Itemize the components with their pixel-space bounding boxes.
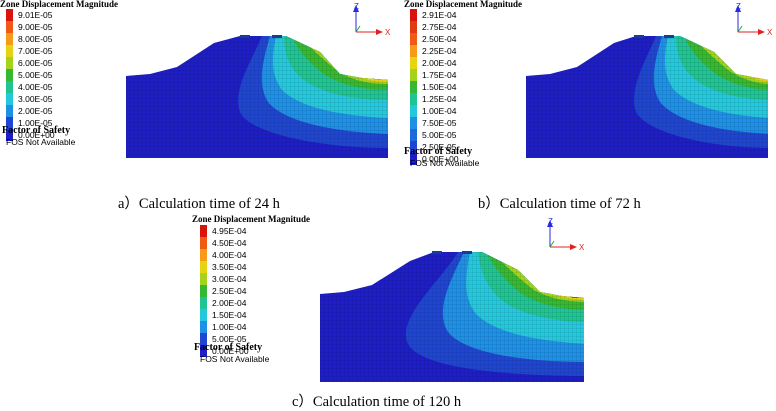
legend-swatch — [410, 129, 417, 141]
legend-swatch — [200, 333, 207, 345]
caption: b）Calculation time of 72 h — [478, 196, 641, 212]
legend-label: 4.00E-05 — [18, 82, 53, 92]
axis-triad: Z X — [353, 2, 391, 37]
legend-swatch — [6, 21, 13, 33]
legend-label: 0.00E+00 — [18, 130, 55, 140]
legend-label: 2.25E-04 — [422, 46, 457, 56]
legend-label: 2.50E-04 — [212, 286, 247, 296]
axis-x-label: X — [767, 28, 773, 37]
legend-label: 1.00E-04 — [422, 106, 457, 116]
legend-swatch — [410, 45, 417, 57]
legend-swatch — [200, 273, 207, 285]
legend-swatch — [410, 93, 417, 105]
legend-swatch — [6, 57, 13, 69]
legend-swatch — [410, 117, 417, 129]
fos-status: FOS Not Available — [6, 137, 76, 147]
axis-x-label: X — [579, 243, 585, 252]
legend-label: 4.00E-04 — [212, 250, 247, 260]
legend-swatch — [200, 225, 207, 237]
legend-label: 0.00E+00 — [422, 154, 459, 164]
legend-swatch — [410, 9, 417, 21]
panel-c: Zone Displacement Magnitude 4.95E-04 4.5… — [190, 212, 610, 410]
legend-swatch — [410, 141, 417, 153]
legend-label: 7.00E-05 — [18, 46, 53, 56]
legend-title: Zone Displacement Magnitude — [404, 0, 522, 9]
legend-label: 9.00E-05 — [18, 22, 53, 32]
legend-swatch — [410, 105, 417, 117]
slope-model — [526, 35, 768, 158]
axis-z-label: Z — [548, 217, 553, 226]
legend-swatch — [6, 129, 13, 141]
fos-title: Factor of Safety — [404, 146, 473, 157]
axis-triad: Z X — [735, 2, 773, 37]
legend-swatch — [410, 153, 417, 165]
legend-swatch — [410, 33, 417, 45]
legend-label: 2.50E-05 — [422, 142, 457, 152]
legend-swatch — [6, 33, 13, 45]
legend-swatch — [200, 321, 207, 333]
caption: a）Calculation time of 24 h — [118, 196, 280, 212]
axis-z-label: Z — [354, 2, 359, 11]
fos-status: FOS Not Available — [410, 158, 480, 168]
panel-a: Zone Displacement Magnitude 9.01E-05 9.0… — [0, 0, 400, 212]
legend-label: 2.00E-05 — [18, 106, 53, 116]
axis-z-label: Z — [736, 2, 741, 11]
legend-label: 1.00E-04 — [212, 322, 247, 332]
legend-label: 5.00E-05 — [212, 334, 247, 344]
legend-swatch — [200, 237, 207, 249]
legend-label: 6.00E-05 — [18, 58, 53, 68]
axis-x-label: X — [385, 28, 391, 37]
legend-swatch — [200, 249, 207, 261]
legend-swatch — [410, 81, 417, 93]
legend-label: 7.50E-05 — [422, 118, 457, 128]
legend-swatch — [410, 69, 417, 81]
legend-label: 3.50E-04 — [212, 262, 247, 272]
legend-label: 2.50E-04 — [422, 34, 457, 44]
legend-swatch — [200, 345, 207, 357]
fos-status: FOS Not Available — [200, 354, 270, 364]
legend-label: 2.00E-04 — [212, 298, 247, 308]
legend-swatch — [410, 21, 417, 33]
legend-label: 2.91E-04 — [422, 10, 457, 20]
legend-label: 5.00E-05 — [18, 70, 53, 80]
legend-swatch — [6, 81, 13, 93]
legend-label: 3.00E-04 — [212, 274, 247, 284]
legend-swatch — [6, 45, 13, 57]
legend-swatch — [6, 117, 13, 129]
legend-label: 2.00E-04 — [422, 58, 457, 68]
caption: c）Calculation time of 120 h — [292, 394, 462, 410]
legend-label: 1.25E-04 — [422, 94, 457, 104]
legend-swatch — [410, 57, 417, 69]
legend-label: 1.00E-05 — [18, 118, 53, 128]
legend-label: 1.50E-04 — [422, 82, 457, 92]
legend-swatch — [200, 285, 207, 297]
legend-swatch — [200, 297, 207, 309]
legend-label: 1.75E-04 — [422, 70, 457, 80]
legend-label: 4.50E-04 — [212, 238, 247, 248]
fos-title: Factor of Safety — [2, 125, 71, 136]
axis-triad: Z X — [547, 217, 585, 252]
legend-title: Zone Displacement Magnitude — [192, 214, 310, 224]
legend-label: 5.00E-05 — [422, 130, 457, 140]
legend-label: 3.00E-05 — [18, 94, 53, 104]
panel-b: Zone Displacement Magnitude 2.91E-04 2.7… — [402, 0, 776, 212]
slope-model — [320, 251, 584, 382]
legend-label: 4.95E-04 — [212, 226, 247, 236]
fos-title: Factor of Safety — [194, 342, 263, 353]
legend-title: Zone Displacement Magnitude — [0, 0, 118, 9]
legend-swatch — [6, 93, 13, 105]
legend-swatch — [6, 69, 13, 81]
legend-label: 2.75E-04 — [422, 22, 457, 32]
legend-swatch — [6, 105, 13, 117]
slope-model — [126, 35, 388, 158]
legend-label: 0.00E+00 — [212, 346, 249, 356]
legend-swatch — [200, 309, 207, 321]
legend-swatch — [200, 261, 207, 273]
legend-swatch — [6, 9, 13, 21]
legend-label: 8.00E-05 — [18, 34, 53, 44]
legend-label: 9.01E-05 — [18, 10, 53, 20]
legend-label: 1.50E-04 — [212, 310, 247, 320]
